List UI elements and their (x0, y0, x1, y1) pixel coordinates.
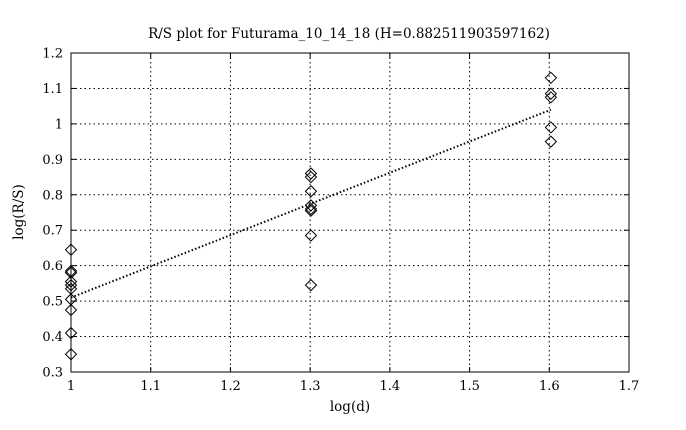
data-point (64, 348, 78, 361)
y-tick-label: 1.1 (42, 82, 63, 97)
data-point (544, 91, 558, 104)
x-tick-label: 1.6 (539, 379, 560, 394)
data-point (304, 167, 318, 180)
x-tick-label: 1.7 (619, 379, 640, 394)
y-tick-label: 0.5 (42, 295, 63, 310)
data-point (304, 202, 318, 216)
data-point (304, 229, 318, 242)
x-tick-label: 1.5 (459, 379, 480, 394)
data-point (544, 121, 558, 134)
data-point (544, 135, 558, 148)
data-point (64, 303, 78, 317)
fit-line (70, 108, 552, 299)
data-point (64, 326, 78, 340)
data-point (304, 204, 318, 217)
x-tick-label: 1 (67, 379, 75, 394)
data-point (64, 275, 78, 288)
data-point (544, 87, 558, 100)
y-tick-label: 0.4 (42, 330, 63, 345)
x-tick-label: 1.4 (380, 379, 401, 394)
data-point (304, 170, 318, 184)
y-tick-label: 0.3 (42, 366, 63, 381)
x-tick-label: 1.2 (220, 379, 241, 394)
x-axis-label: log(d) (330, 399, 370, 415)
data-point (544, 71, 558, 85)
chart-title: R/S plot for Futurama_10_14_18 (H=0.8825… (148, 26, 550, 42)
grid (71, 53, 629, 372)
y-tick-label: 1.2 (42, 47, 63, 62)
data-point (304, 199, 318, 212)
y-tick-label: 0.9 (42, 153, 63, 168)
x-tick-label: 1.1 (140, 379, 161, 394)
y-tick-label: 0.8 (42, 188, 63, 203)
y-axis-label: log(R/S) (11, 184, 27, 240)
data-point (304, 278, 318, 292)
data-point (64, 243, 78, 256)
y-tick-label: 0.6 (42, 259, 63, 274)
data-point (64, 266, 78, 279)
data-point (304, 185, 318, 198)
fit-layer (70, 108, 552, 299)
data-point (64, 278, 78, 292)
x-tick-label: 1.3 (300, 379, 321, 394)
y-tick-label: 1 (55, 117, 63, 132)
plot-frame (70, 52, 630, 373)
data-points (64, 71, 558, 361)
y-tick-label: 0.7 (42, 224, 63, 239)
axis-ticks: 1 1.1 1.2 1.3 1.4 1.5 1.6 1.7 0.3 0.4 0.5 0.6 0.7 0.8… (42, 47, 639, 395)
